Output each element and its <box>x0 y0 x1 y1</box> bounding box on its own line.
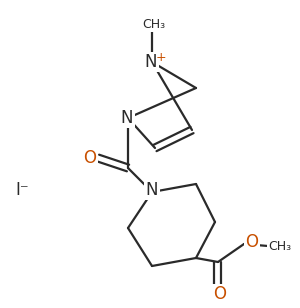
Text: I⁻: I⁻ <box>15 181 29 199</box>
Text: N: N <box>121 109 133 127</box>
Text: N: N <box>146 181 158 199</box>
Text: CH₃: CH₃ <box>142 18 166 30</box>
Text: N: N <box>145 53 157 71</box>
Text: CH₃: CH₃ <box>268 240 292 253</box>
Text: O: O <box>245 233 259 251</box>
Text: O: O <box>214 285 226 303</box>
Text: O: O <box>83 149 97 167</box>
Text: +: + <box>156 51 166 63</box>
